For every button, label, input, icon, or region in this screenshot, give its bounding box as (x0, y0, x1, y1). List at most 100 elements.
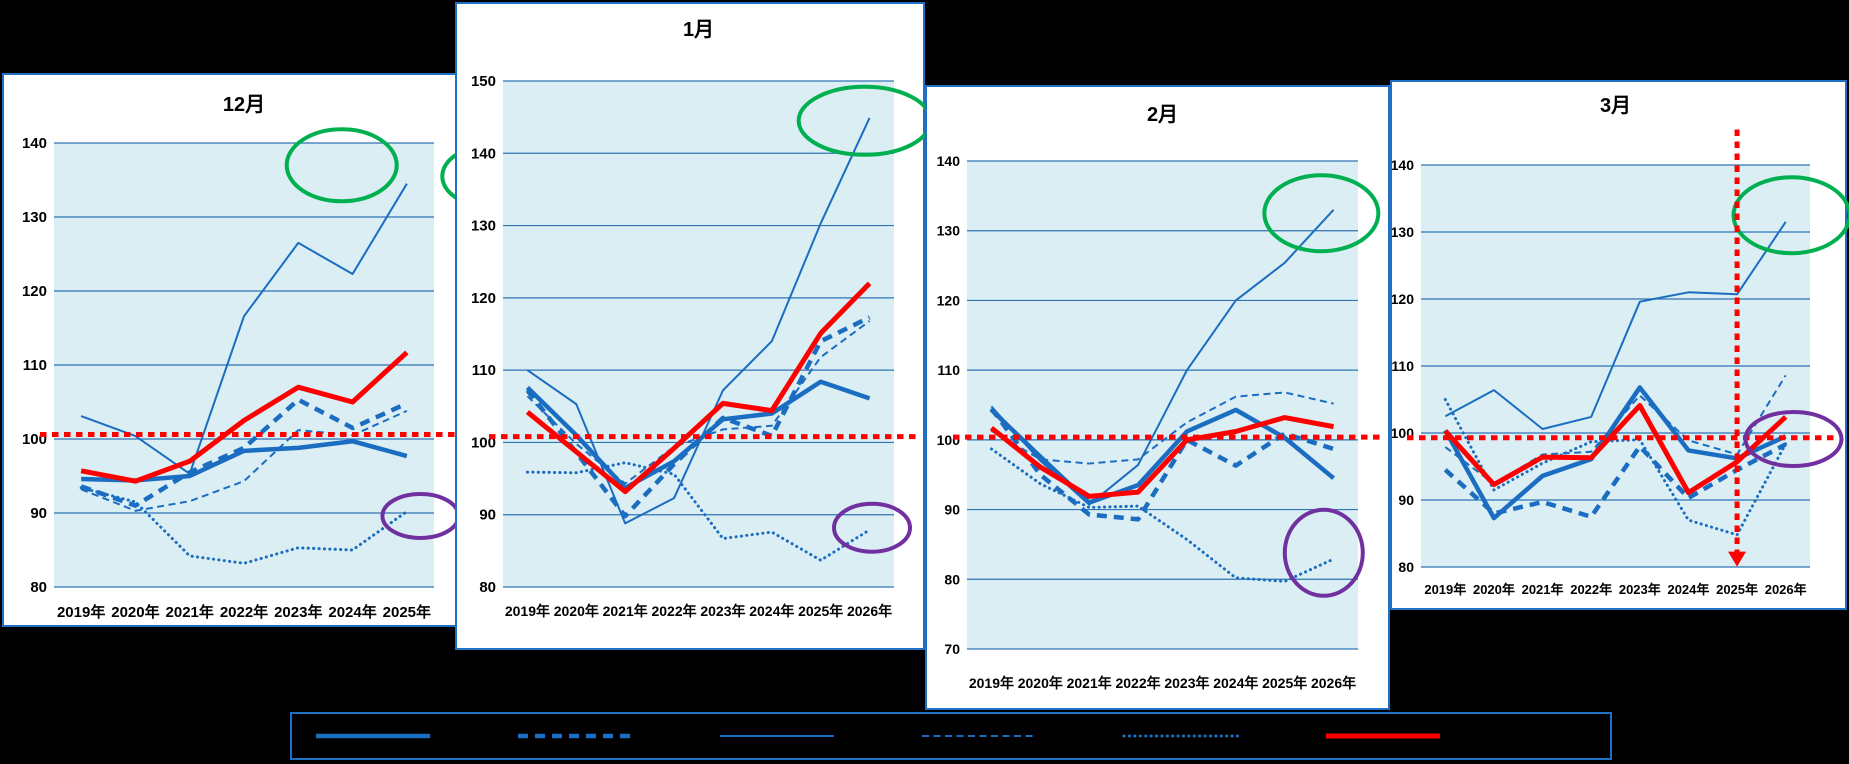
x-tick-label: 2025年 (383, 603, 431, 621)
thin-dashed-blue-legend-swatch (922, 735, 1036, 737)
legend-item-thick-solid-red (1324, 730, 1460, 742)
x-tick-label: 2025年 (1262, 675, 1307, 691)
green-highlight-ellipse (1262, 173, 1381, 254)
x-tick-label: 2025年 (1716, 582, 1758, 597)
legend-item-thick-dashed-blue (516, 730, 652, 742)
y-tick-label: 130 (22, 209, 47, 226)
x-tick-label: 2019年 (57, 603, 105, 621)
thin-solid-blue-line (80, 183, 408, 475)
thick-dashed-blue-legend-swatch (518, 733, 632, 739)
y-tick-label: 80 (30, 579, 47, 596)
x-tick-label: 2021年 (1067, 675, 1112, 691)
y-tick-label: 120 (22, 283, 47, 300)
x-tick-label: 2021年 (1522, 582, 1564, 597)
y-tick-label: 110 (1392, 358, 1414, 374)
y-tick-label: 120 (1392, 291, 1414, 307)
y-tick-label: 80 (479, 579, 496, 596)
panel-march: 3月 140 130 120 110 100 90 80 2019年 2020年 2021年 2022… (1390, 80, 1849, 610)
green-highlight-ellipse (284, 127, 399, 204)
x-tick-label: 2024年 (328, 603, 376, 621)
y-tick-label: 140 (937, 153, 961, 169)
dotted-blue-line (1443, 398, 1788, 537)
legend-item-thin-dashed-blue (920, 730, 1056, 742)
y-tick-label: 80 (1398, 559, 1414, 575)
dotted-blue-legend-swatch (1122, 734, 1240, 738)
y-tick-label: 80 (944, 571, 960, 587)
x-tick-label: 2022年 (1115, 675, 1160, 691)
dotted-blue-line (989, 447, 1336, 583)
x-tick-label: 2026年 (1311, 675, 1356, 691)
down-arrow-icon (1728, 551, 1747, 567)
y-tick-label: 100 (937, 432, 961, 448)
legend-item-dotted-blue (1122, 730, 1258, 742)
legend-item-thick-solid-blue (314, 730, 450, 742)
y-tick-label: 130 (471, 218, 496, 235)
y-tick-label: 140 (1392, 157, 1414, 173)
y-tick-label: 110 (472, 362, 496, 379)
dotted-blue-line (525, 461, 872, 562)
thin-dashed-blue-line (990, 391, 1334, 465)
purple-highlight-ellipse (832, 501, 913, 554)
y-tick-label: 110 (937, 362, 960, 378)
x-tick-label: 2024年 (1667, 582, 1709, 597)
thick-solid-red-legend-swatch (1326, 733, 1440, 739)
chart-title: 2月 (1147, 104, 1178, 126)
thick-solid-red-line (1443, 403, 1788, 496)
x-tick-label: 2023年 (274, 603, 322, 621)
x-tick-label: 2021年 (603, 603, 648, 619)
chart-title: 3月 (1600, 95, 1631, 117)
y-tick-label: 130 (1392, 224, 1414, 240)
x-tick-label: 2020年 (554, 603, 599, 619)
legend-item-thin-solid-blue (718, 730, 854, 742)
plot-area (967, 161, 1358, 649)
thick-solid-red-line (80, 350, 409, 484)
y-tick-label: 120 (937, 292, 961, 308)
panel-february: 2月 140 130 120 110 100 90 80 70 2019年 2020年 2021年 20… (925, 85, 1390, 710)
y-tick-label: 90 (479, 507, 496, 524)
thick-dashed-blue-line (80, 397, 408, 508)
thick-solid-blue-line (1443, 385, 1787, 521)
x-tick-label: 2023年 (700, 603, 745, 619)
y-tick-label: 140 (22, 135, 47, 152)
y-tick-label: 90 (1398, 492, 1414, 508)
y-tick-label: 110 (23, 357, 47, 374)
thick-dashed-blue-line (989, 407, 1335, 522)
x-tick-label: 2024年 (749, 603, 794, 619)
y-tick-label: 90 (30, 505, 47, 522)
x-tick-label: 2022年 (220, 603, 268, 621)
plot-area (503, 81, 894, 587)
y-tick-label: 120 (471, 290, 496, 307)
x-tick-label: 2020年 (1473, 582, 1515, 597)
purple-highlight-ellipse (1743, 410, 1844, 469)
y-tick-label: 70 (944, 641, 960, 657)
thin-solid-blue-line (526, 117, 871, 525)
green-highlight-ellipse (796, 84, 927, 157)
chart-legend (290, 712, 1612, 760)
y-tick-label: 150 (471, 73, 496, 90)
thick-solid-blue-line (989, 407, 1335, 505)
y-tick-label: 130 (937, 223, 961, 239)
green-highlight-ellipse (440, 148, 464, 204)
thick-solid-red-line (989, 415, 1335, 499)
x-tick-label: 2026年 (847, 603, 892, 619)
x-tick-label: 2025年 (798, 603, 843, 619)
y-tick-label: 140 (471, 145, 496, 162)
x-tick-label: 2022年 (1570, 582, 1612, 597)
dotted-blue-line (79, 486, 409, 565)
x-tick-label: 2024年 (1213, 675, 1258, 691)
chart-title: 1月 (683, 19, 714, 41)
x-tick-label: 2023年 (1619, 582, 1661, 597)
x-tick-label: 2026年 (1765, 582, 1807, 597)
panel-january: 1月 150 140 130 120 110 100 90 80 2019年 2020年 2021年 2… (455, 2, 927, 650)
x-tick-label: 2020年 (1018, 675, 1063, 691)
green-highlight-ellipse (1731, 175, 1849, 256)
x-tick-label: 2019年 (969, 675, 1014, 691)
panel-december: 12月 140 130 120 110 100 90 80 2019年 2020年 2021年 202… (2, 73, 464, 627)
x-tick-label: 2020年 (111, 603, 159, 621)
thick-solid-red-line (525, 281, 872, 495)
thin-solid-blue-legend-swatch (720, 735, 834, 737)
